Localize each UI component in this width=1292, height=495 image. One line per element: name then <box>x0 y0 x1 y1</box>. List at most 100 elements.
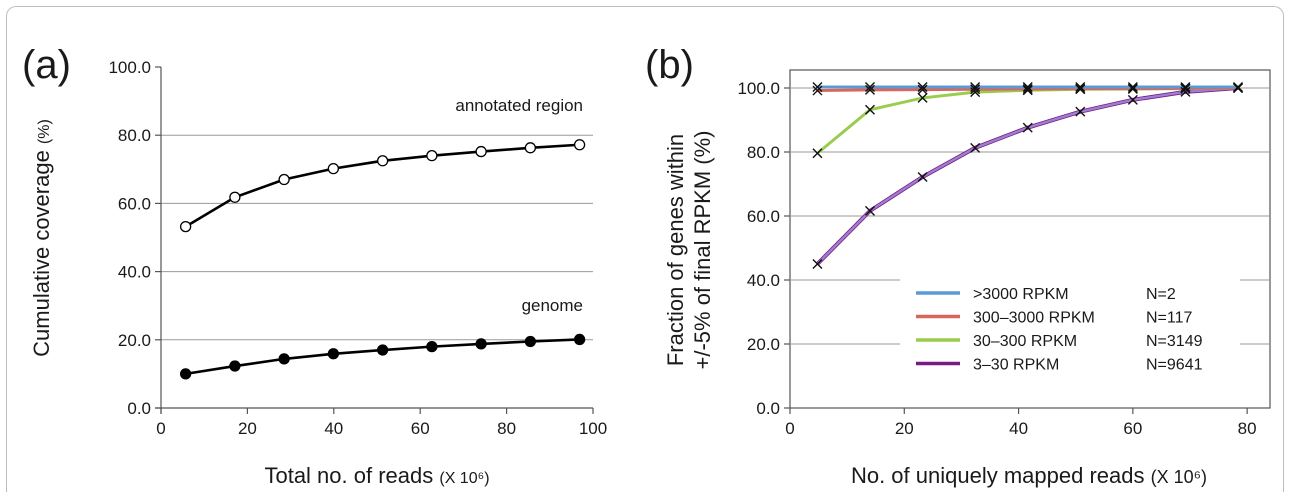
x-tick-label: 80 <box>497 419 516 438</box>
x-tick-label: 60 <box>411 419 430 438</box>
legend-count: N=3149 <box>1146 333 1203 350</box>
data-point-marker <box>1127 94 1138 105</box>
y-axis-title-text: Cumulative coverage <box>29 144 54 357</box>
y-tick-label: 20.0 <box>747 335 780 354</box>
panel-label-b: (b) <box>645 43 694 87</box>
plot-box <box>789 69 1271 409</box>
data-point <box>376 155 389 167</box>
y-axis-title-line1: Fraction of genes within <box>663 134 688 366</box>
legend-label: >3000 RPKM <box>973 286 1069 303</box>
x-tick-label: 40 <box>1009 419 1028 438</box>
data-point <box>179 368 192 380</box>
y-axis-unit: (%) <box>36 119 53 144</box>
data-point <box>278 173 290 186</box>
panel-a: 0.0 20.0 40.0 60.0 80.0 100.0 0 20 40 60 80 100 anno… <box>22 43 607 488</box>
x-tick-label: 0 <box>785 419 794 438</box>
y-tick-label: 0.0 <box>756 399 780 418</box>
data-point <box>278 353 290 365</box>
legend-label: 300–3000 RPKM <box>973 310 1095 327</box>
marker-stroke <box>917 84 928 95</box>
x-tick-label: 100 <box>579 419 607 438</box>
data-point <box>573 333 586 346</box>
y-tick-label: 80.0 <box>747 143 780 162</box>
x-axis-unit: (X 10⁶) <box>1151 467 1207 487</box>
series-line-30-300-rpkm <box>816 86 1239 155</box>
marker-stroke <box>1180 86 1191 97</box>
data-point-marker <box>917 82 928 93</box>
y-tick-label: 60.0 <box>747 207 780 226</box>
x-axis-title-text: Total no. of reads <box>264 463 439 488</box>
data-point-marker <box>1233 83 1243 93</box>
data-point-marker <box>812 85 823 96</box>
data-point-marker <box>917 171 928 182</box>
marker-stroke <box>1180 83 1191 94</box>
y-tick-label: 40.0 <box>747 271 780 290</box>
marker-stroke <box>1233 83 1243 93</box>
marker-stroke <box>917 92 928 103</box>
marker-stroke <box>970 87 981 98</box>
data-point-marker <box>917 84 928 95</box>
data-point-marker <box>970 87 981 98</box>
data-point-marker <box>1075 106 1086 117</box>
marker-stroke <box>865 82 875 93</box>
x-tick-label: 0 <box>156 419 165 438</box>
data-point-marker <box>1127 83 1138 94</box>
y-tick-label: 100.0 <box>108 58 151 77</box>
y-axis-title: Cumulative coverage (%) <box>29 119 54 357</box>
marker-stroke <box>1127 83 1138 94</box>
data-point-marker <box>917 92 928 103</box>
data-point-marker <box>865 104 875 115</box>
data-point <box>229 191 241 203</box>
marker-stroke <box>1022 83 1033 94</box>
y-tick-label: 40.0 <box>118 263 151 282</box>
data-point <box>229 360 241 372</box>
data-point <box>475 338 487 350</box>
y-tick-label: 60.0 <box>118 194 151 213</box>
legend-count: N=9641 <box>1146 357 1203 374</box>
marker-stroke <box>1022 85 1033 96</box>
marker-stroke <box>917 82 928 93</box>
x-tick-label: 80 <box>1238 419 1257 438</box>
figure-frame <box>6 6 1284 492</box>
data-point-marker <box>812 259 823 269</box>
panel-b: 0.0 20.0 40.0 60.0 80.0 100.0 0 20 40 60 80 >3000 R… <box>645 43 1271 488</box>
marker-stroke <box>1075 84 1086 95</box>
legend-label: 3–30 RPKM <box>973 357 1059 374</box>
data-point-marker <box>1022 85 1033 96</box>
data-point-marker <box>812 82 823 93</box>
data-point <box>426 340 438 353</box>
y-tick-label: 80.0 <box>118 126 151 145</box>
legend-count: N=117 <box>1146 310 1193 327</box>
data-point <box>327 162 340 175</box>
marker-stroke <box>1180 82 1191 93</box>
data-point <box>179 220 192 233</box>
data-point-marker <box>970 142 981 153</box>
data-point <box>475 145 487 158</box>
x-tick-label: 40 <box>324 419 343 438</box>
x-axis-title-text: No. of uniquely mapped reads <box>851 463 1151 488</box>
legend-label: 30–300 RPKM <box>973 333 1077 350</box>
data-point-marker <box>865 84 875 95</box>
data-point <box>573 139 586 151</box>
marker-stroke <box>865 104 875 115</box>
data-point-marker <box>1022 83 1033 94</box>
data-point-marker <box>970 84 981 95</box>
series-label-genome: genome <box>522 296 583 315</box>
marker-stroke <box>865 205 875 216</box>
y-tick-label: 100.0 <box>737 79 780 98</box>
data-point-marker <box>865 82 875 93</box>
data-point-marker <box>1022 82 1033 93</box>
x-axis-title: No. of uniquely mapped reads (X 10⁶) <box>851 463 1207 488</box>
legend: >3000 RPKM N=2 300–3000 RPKM N=117 30–300 RP… <box>900 276 1240 388</box>
marker-stroke <box>865 84 875 95</box>
data-point-marker <box>1075 82 1086 93</box>
data-point <box>327 348 340 360</box>
data-point <box>426 150 438 162</box>
data-point-marker <box>1075 84 1086 95</box>
data-point-marker <box>1180 82 1191 93</box>
marker-stroke <box>970 142 981 153</box>
marker-stroke <box>970 84 981 95</box>
marker-stroke <box>812 259 823 269</box>
data-point <box>376 344 389 356</box>
